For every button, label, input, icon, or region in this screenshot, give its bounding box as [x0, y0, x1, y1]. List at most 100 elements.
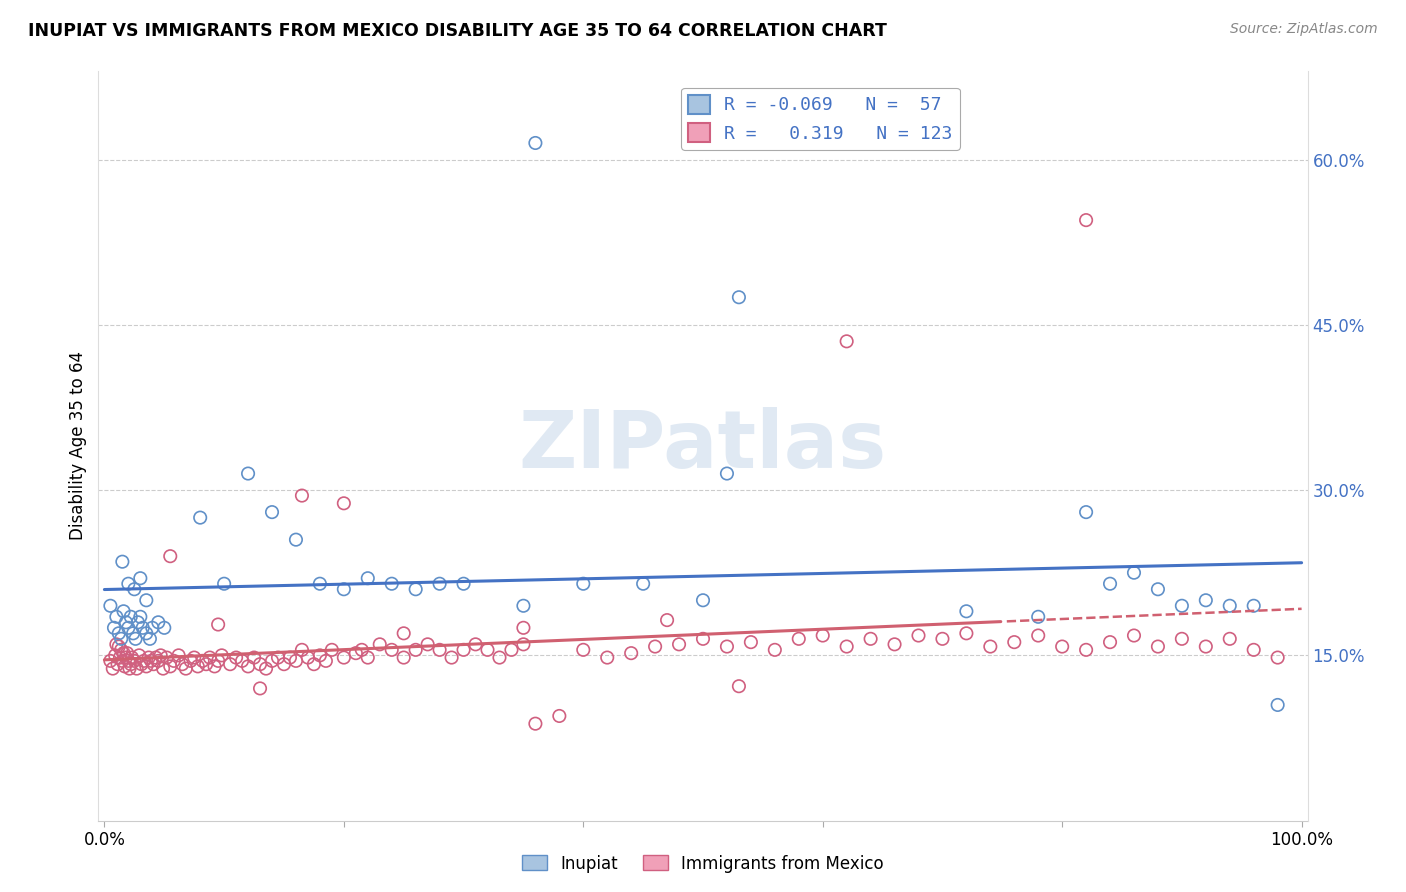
Immigrants from Mexico — [204, 659, 226, 673]
Inupiat — [129, 571, 152, 585]
Immigrants from Mexico — [488, 650, 510, 665]
Immigrants from Mexico — [163, 654, 186, 668]
Inupiat — [728, 290, 751, 304]
Immigrants from Mexico — [440, 650, 463, 665]
Immigrants from Mexico — [124, 654, 146, 668]
Immigrants from Mexico — [291, 489, 314, 503]
Immigrants from Mexico — [333, 650, 356, 665]
Inupiat — [1243, 599, 1265, 613]
Immigrants from Mexico — [1123, 628, 1146, 642]
Immigrants from Mexico — [183, 650, 205, 665]
Inupiat — [124, 582, 146, 597]
Immigrants from Mexico — [668, 637, 690, 651]
Immigrants from Mexico — [979, 640, 1001, 654]
Immigrants from Mexico — [1026, 628, 1049, 642]
Inupiat — [1074, 505, 1097, 519]
Immigrants from Mexico — [416, 637, 439, 651]
Inupiat — [453, 576, 475, 591]
Immigrants from Mexico — [121, 650, 143, 665]
Immigrants from Mexico — [100, 654, 122, 668]
Immigrants from Mexico — [501, 643, 523, 657]
Immigrants from Mexico — [145, 650, 167, 665]
Inupiat — [716, 467, 738, 481]
Immigrants from Mexico — [1267, 650, 1289, 665]
Inupiat — [122, 626, 145, 640]
Immigrants from Mexico — [156, 650, 179, 665]
Inupiat — [103, 621, 125, 635]
Immigrants from Mexico — [236, 659, 259, 673]
Immigrants from Mexico — [149, 648, 172, 663]
Immigrants from Mexico — [692, 632, 714, 646]
Inupiat — [112, 604, 135, 618]
Immigrants from Mexico — [135, 659, 157, 673]
Immigrants from Mexico — [477, 643, 499, 657]
Immigrants from Mexico — [260, 654, 283, 668]
Inupiat — [110, 632, 132, 646]
Inupiat — [117, 576, 139, 591]
Immigrants from Mexico — [835, 334, 858, 349]
Inupiat — [1171, 599, 1194, 613]
Inupiat — [120, 609, 142, 624]
Immigrants from Mexico — [907, 628, 929, 642]
Immigrants from Mexico — [174, 662, 197, 676]
Inupiat — [135, 593, 157, 607]
Inupiat — [631, 576, 654, 591]
Legend: Inupiat, Immigrants from Mexico: Inupiat, Immigrants from Mexico — [516, 848, 890, 880]
Immigrants from Mexico — [357, 650, 380, 665]
Immigrants from Mexico — [180, 654, 202, 668]
Immigrants from Mexico — [429, 643, 451, 657]
Immigrants from Mexico — [132, 654, 155, 668]
Inupiat — [139, 632, 162, 646]
Inupiat — [284, 533, 307, 547]
Immigrants from Mexico — [104, 648, 127, 663]
Immigrants from Mexico — [512, 637, 534, 651]
Immigrants from Mexico — [392, 626, 415, 640]
Immigrants from Mexico — [139, 654, 162, 668]
Immigrants from Mexico — [1243, 643, 1265, 657]
Immigrants from Mexico — [931, 632, 953, 646]
Inupiat — [405, 582, 427, 597]
Immigrants from Mexico — [159, 659, 181, 673]
Immigrants from Mexico — [114, 659, 136, 673]
Immigrants from Mexico — [128, 648, 150, 663]
Immigrants from Mexico — [148, 654, 170, 668]
Inupiat — [111, 555, 134, 569]
Immigrants from Mexico — [350, 643, 373, 657]
Immigrants from Mexico — [211, 648, 233, 663]
Immigrants from Mexico — [655, 613, 678, 627]
Inupiat — [381, 576, 404, 591]
Inupiat — [148, 615, 170, 630]
Inupiat — [1099, 576, 1122, 591]
Immigrants from Mexico — [142, 657, 165, 672]
Immigrants from Mexico — [763, 643, 786, 657]
Immigrants from Mexico — [368, 637, 391, 651]
Immigrants from Mexico — [207, 617, 229, 632]
Immigrants from Mexico — [1171, 632, 1194, 646]
Immigrants from Mexico — [883, 637, 905, 651]
Immigrants from Mexico — [524, 716, 547, 731]
Inupiat — [1267, 698, 1289, 712]
Immigrants from Mexico — [1147, 640, 1170, 654]
Inupiat — [429, 576, 451, 591]
Immigrants from Mexico — [740, 635, 762, 649]
Y-axis label: Disability Age 35 to 64: Disability Age 35 to 64 — [69, 351, 87, 541]
Inupiat — [1147, 582, 1170, 597]
Inupiat — [1195, 593, 1218, 607]
Inupiat — [955, 604, 977, 618]
Immigrants from Mexico — [107, 657, 129, 672]
Inupiat — [357, 571, 380, 585]
Immigrants from Mexico — [548, 709, 571, 723]
Immigrants from Mexico — [138, 650, 160, 665]
Inupiat — [333, 582, 356, 597]
Immigrants from Mexico — [787, 632, 810, 646]
Inupiat — [1219, 599, 1241, 613]
Inupiat — [124, 632, 146, 646]
Immigrants from Mexico — [381, 643, 404, 657]
Immigrants from Mexico — [297, 650, 319, 665]
Text: Source: ZipAtlas.com: Source: ZipAtlas.com — [1230, 22, 1378, 37]
Inupiat — [1123, 566, 1146, 580]
Immigrants from Mexico — [111, 654, 134, 668]
Immigrants from Mexico — [107, 640, 129, 654]
Immigrants from Mexico — [207, 654, 229, 668]
Inupiat — [188, 510, 211, 524]
